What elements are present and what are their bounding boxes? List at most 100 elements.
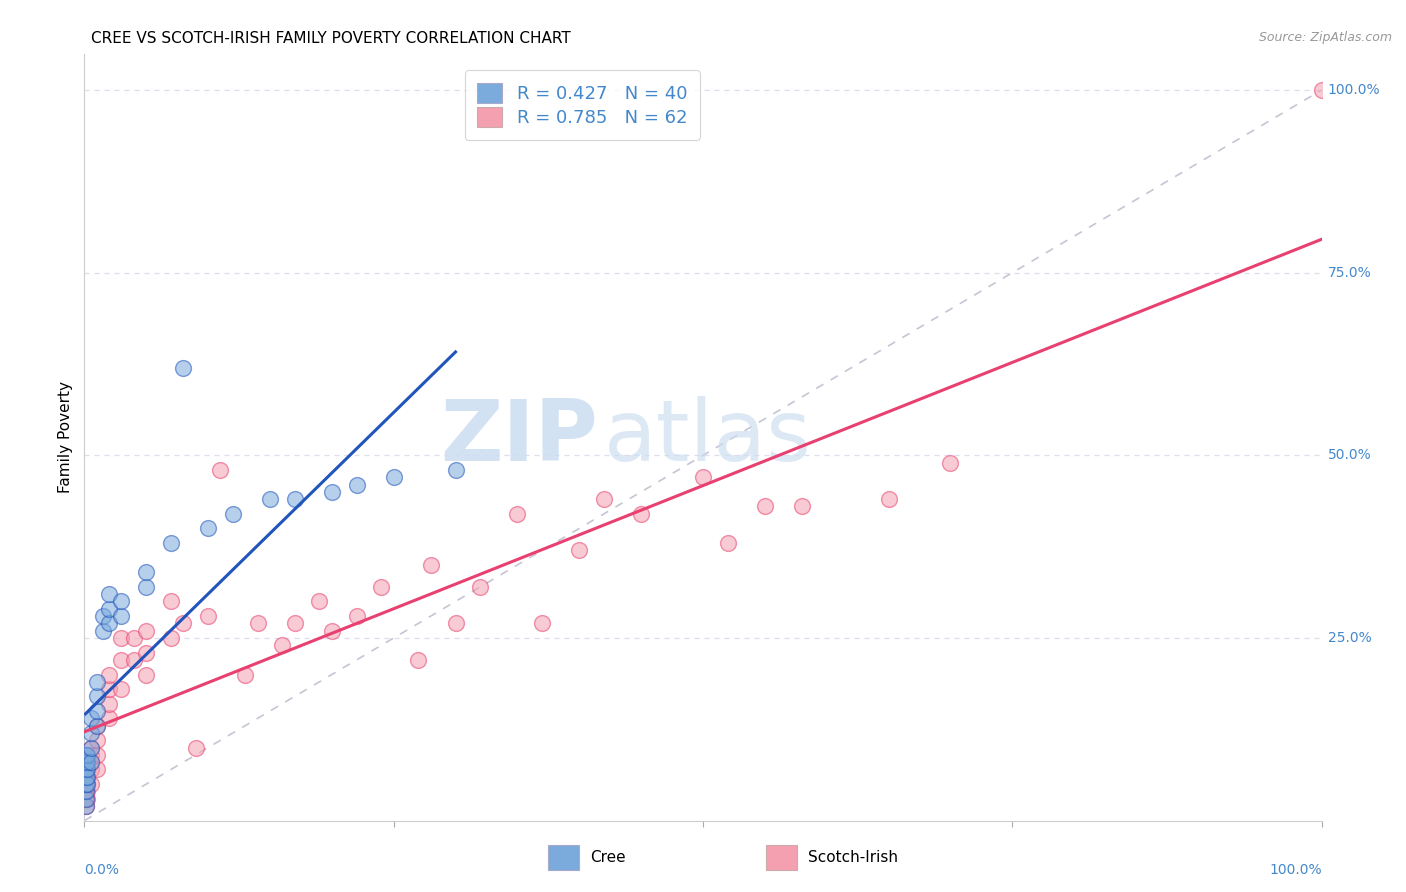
- Point: [86, 719, 108, 733]
- Point: [135, 667, 157, 681]
- Point: [75, 770, 97, 784]
- Point: [75, 784, 97, 798]
- Text: atlas: atlas: [605, 395, 813, 479]
- Point: [75, 799, 97, 814]
- Point: [75, 791, 97, 805]
- Point: [939, 456, 962, 470]
- Point: [419, 558, 441, 572]
- Point: [197, 521, 219, 535]
- Point: [110, 682, 132, 697]
- Point: [79, 740, 101, 755]
- Point: [172, 616, 194, 631]
- Point: [877, 492, 900, 507]
- Point: [135, 566, 157, 580]
- Point: [110, 653, 132, 667]
- Point: [98, 667, 121, 681]
- Point: [76, 755, 98, 769]
- Point: [75, 784, 97, 798]
- Point: [593, 492, 616, 507]
- Point: [76, 770, 98, 784]
- Point: [110, 631, 132, 645]
- Point: [754, 500, 776, 514]
- Point: [382, 470, 405, 484]
- Point: [370, 580, 392, 594]
- Point: [75, 791, 97, 805]
- Point: [135, 624, 157, 638]
- Point: [75, 777, 97, 791]
- Point: [531, 616, 554, 631]
- Point: [75, 755, 97, 769]
- Point: [197, 609, 219, 624]
- Point: [408, 653, 430, 667]
- Point: [91, 624, 114, 638]
- Point: [86, 674, 108, 689]
- Point: [284, 492, 307, 507]
- Point: [233, 667, 256, 681]
- Point: [79, 763, 101, 777]
- Point: [717, 536, 740, 550]
- Legend: R = 0.427   N = 40, R = 0.785   N = 62: R = 0.427 N = 40, R = 0.785 N = 62: [464, 70, 700, 140]
- Text: 0.0%: 0.0%: [84, 863, 120, 877]
- Point: [346, 477, 368, 491]
- Point: [86, 690, 108, 704]
- Text: Cree: Cree: [591, 850, 626, 864]
- Point: [184, 740, 207, 755]
- Point: [160, 594, 183, 608]
- Point: [98, 711, 121, 725]
- Point: [86, 763, 108, 777]
- Point: [79, 740, 101, 755]
- Point: [75, 747, 97, 762]
- Point: [86, 719, 108, 733]
- Point: [222, 507, 245, 521]
- Point: [79, 726, 101, 740]
- Point: [160, 536, 183, 550]
- Text: 100.0%: 100.0%: [1327, 83, 1381, 97]
- Text: Source: ZipAtlas.com: Source: ZipAtlas.com: [1258, 31, 1392, 45]
- Point: [76, 777, 98, 791]
- Point: [75, 755, 97, 769]
- Point: [110, 609, 132, 624]
- Point: [444, 463, 467, 477]
- Point: [86, 704, 108, 718]
- Point: [79, 755, 101, 769]
- Text: 100.0%: 100.0%: [1270, 863, 1322, 877]
- Point: [160, 631, 183, 645]
- Point: [444, 616, 467, 631]
- Point: [76, 784, 98, 798]
- Point: [75, 777, 97, 791]
- Point: [346, 609, 368, 624]
- Point: [76, 763, 98, 777]
- Point: [630, 507, 652, 521]
- Point: [76, 747, 98, 762]
- Point: [122, 631, 145, 645]
- Point: [98, 682, 121, 697]
- Point: [271, 638, 294, 652]
- Point: [172, 360, 194, 375]
- Text: 75.0%: 75.0%: [1327, 266, 1372, 280]
- Point: [79, 747, 101, 762]
- Point: [135, 646, 157, 660]
- Point: [259, 492, 281, 507]
- Point: [75, 799, 97, 814]
- Point: [209, 463, 232, 477]
- Point: [246, 616, 269, 631]
- Point: [470, 580, 492, 594]
- Point: [79, 777, 101, 791]
- Point: [79, 755, 101, 769]
- Point: [86, 747, 108, 762]
- Point: [98, 697, 121, 711]
- Point: [91, 609, 114, 624]
- Point: [284, 616, 307, 631]
- Text: ZIP: ZIP: [440, 395, 598, 479]
- Point: [98, 616, 121, 631]
- Text: Scotch-Irish: Scotch-Irish: [808, 850, 898, 864]
- Point: [321, 484, 343, 499]
- Point: [110, 594, 132, 608]
- Point: [692, 470, 714, 484]
- Point: [98, 601, 121, 615]
- Point: [135, 580, 157, 594]
- Point: [98, 587, 121, 601]
- Point: [76, 791, 98, 805]
- Point: [76, 777, 98, 791]
- Point: [75, 770, 97, 784]
